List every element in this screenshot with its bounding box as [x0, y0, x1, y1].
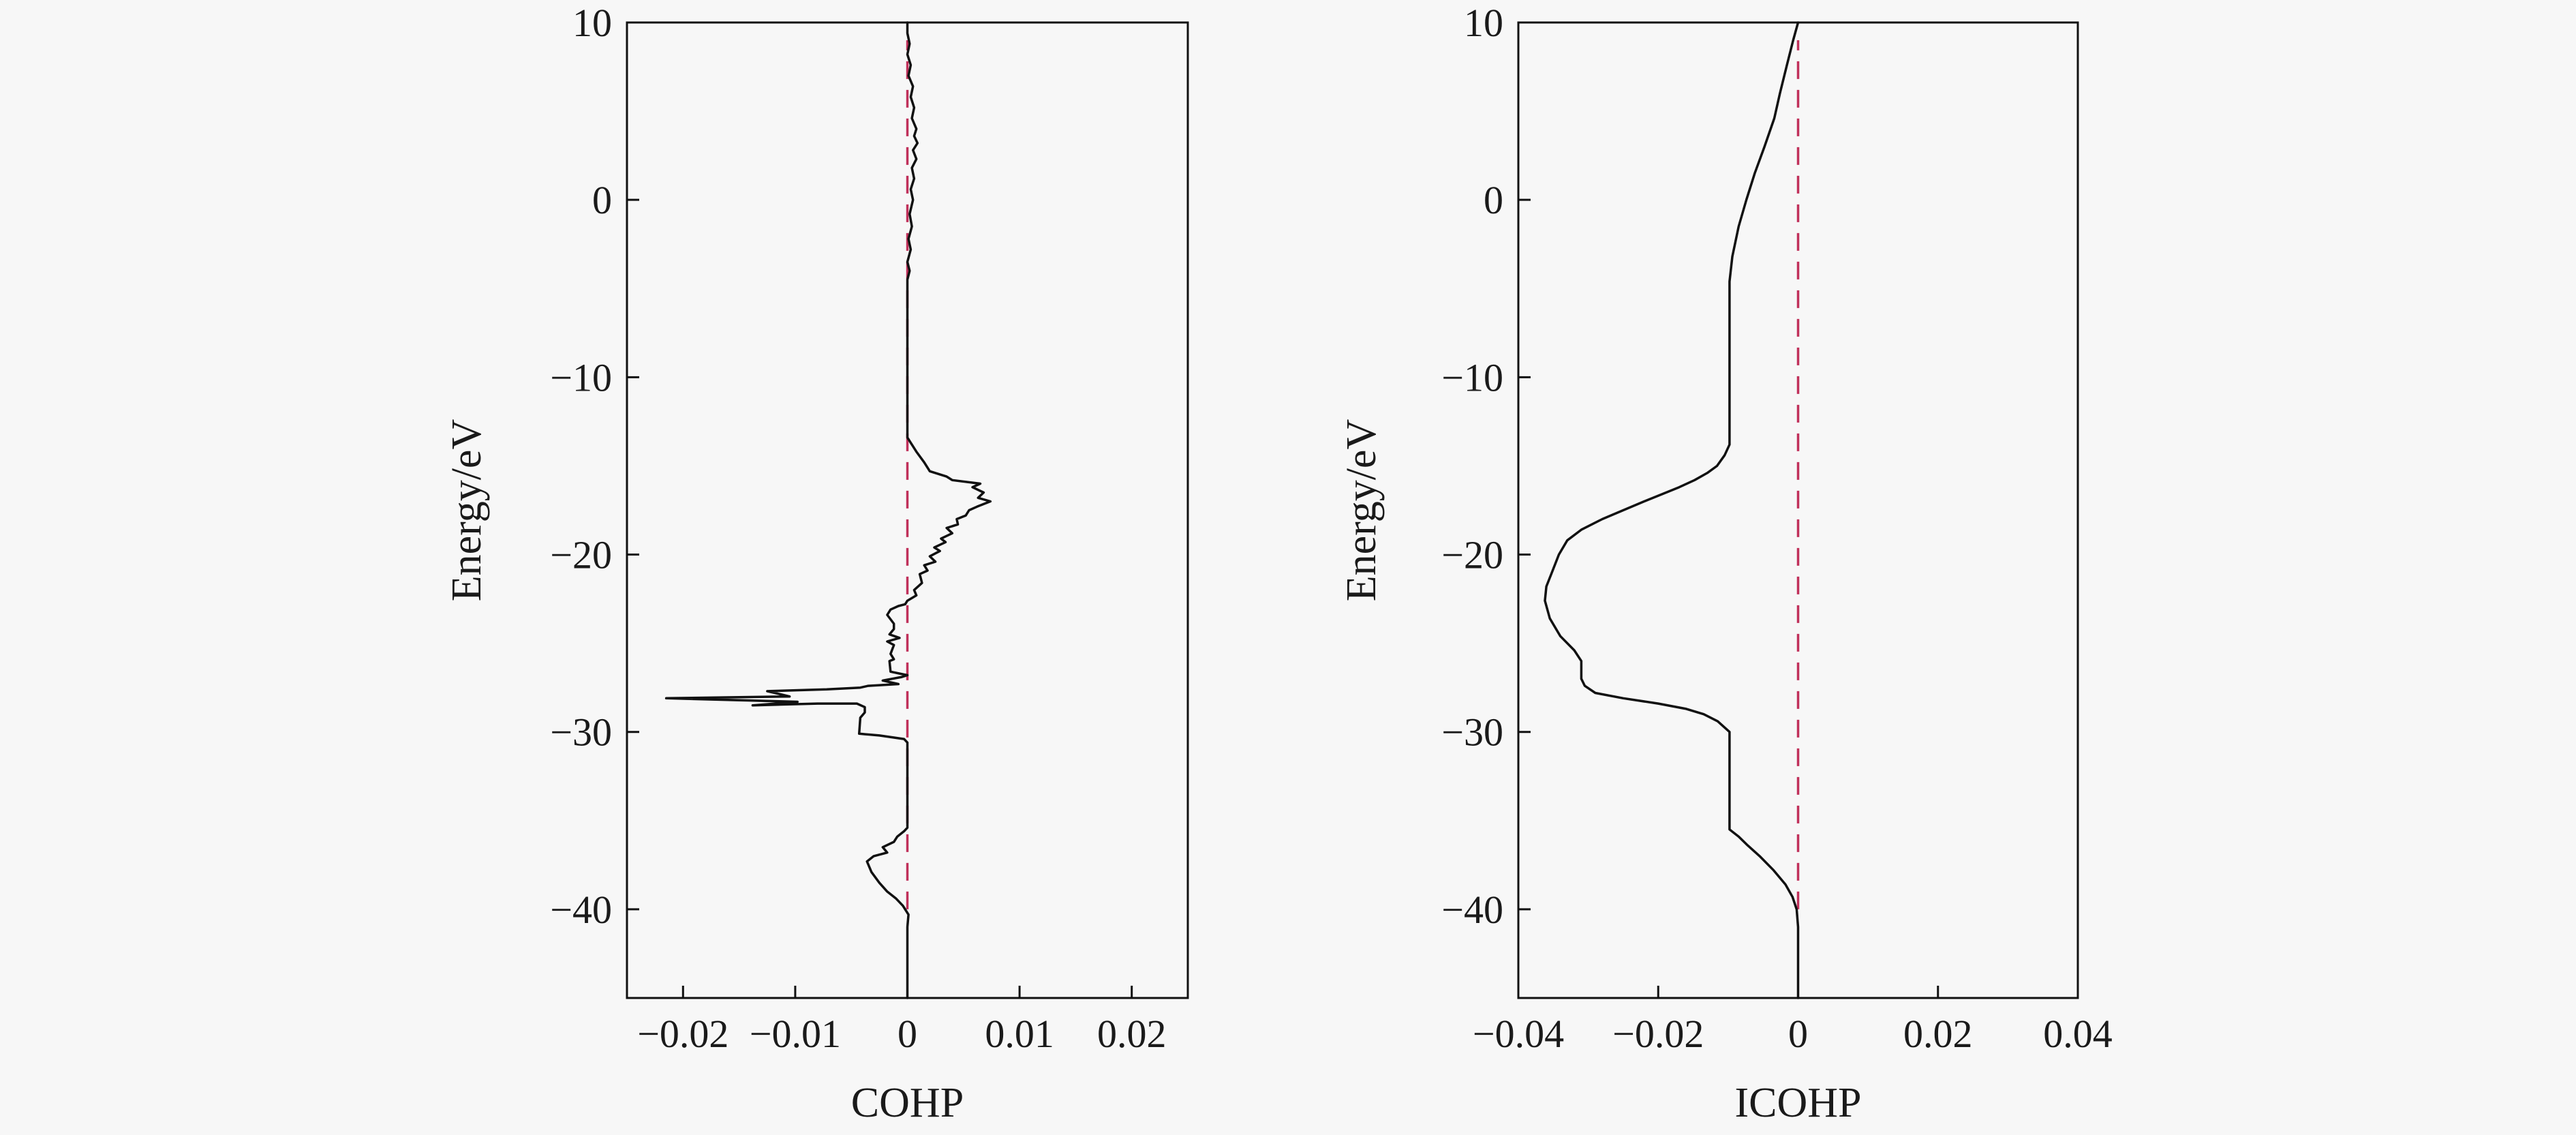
cohp-x-tick-label: −0.02	[637, 1012, 729, 1056]
icohp-y-tick-label: 10	[1464, 1, 1503, 45]
icohp-panel: −40 −30 −20 −10 0 10 −0.04 −0.02 0 0.02 0.04 ICOHP E…	[1338, 1, 2113, 1126]
icohp-x-tick-label: 0.04	[2043, 1012, 2113, 1056]
cohp-y-tick-label: 10	[572, 1, 612, 45]
icohp-series-line	[1544, 21, 1800, 999]
icohp-x-tick-label: 0	[1788, 1012, 1808, 1056]
icohp-x-tick-label: 0.02	[1903, 1012, 1973, 1056]
cohp-x-tick-label: 0	[898, 1012, 917, 1056]
cohp-y-tick-label: −10	[550, 355, 612, 399]
icohp-x-tick-label: −0.02	[1612, 1012, 1704, 1056]
cohp-y-tick-label: −20	[550, 533, 612, 577]
cohp-y-tick-label: 0	[592, 178, 612, 222]
icohp-y-tick-label: −20	[1441, 533, 1503, 577]
cohp-x-axis-title: COHP	[851, 1080, 964, 1126]
icohp-y-tick-label: −40	[1441, 888, 1503, 932]
cohp-y-tick-label: −40	[550, 888, 612, 932]
icohp-y-axis-title: Energy/eV	[1338, 419, 1385, 602]
cohp-y-tick-label: −30	[550, 710, 612, 755]
cohp-y-axis-title: Energy/eV	[444, 419, 490, 602]
icohp-y-tick-label: 0	[1484, 178, 1503, 222]
cohp-x-tick-label: 0.01	[985, 1012, 1054, 1056]
cohp-x-tick-label: −0.01	[750, 1012, 841, 1056]
icohp-y-tick-label: −30	[1441, 710, 1503, 755]
cohp-x-tick-label: 0.02	[1097, 1012, 1167, 1056]
cohp-series-line	[664, 21, 992, 999]
icohp-x-axis-title: ICOHP	[1734, 1080, 1861, 1126]
icohp-y-tick-label: −10	[1441, 355, 1503, 399]
cohp-panel: −40 −30 −20 −10 0 10 −0.02 −0.01 0 0.01 0.02 COHP En…	[444, 1, 1189, 1126]
icohp-x-tick-label: −0.04	[1473, 1012, 1564, 1056]
